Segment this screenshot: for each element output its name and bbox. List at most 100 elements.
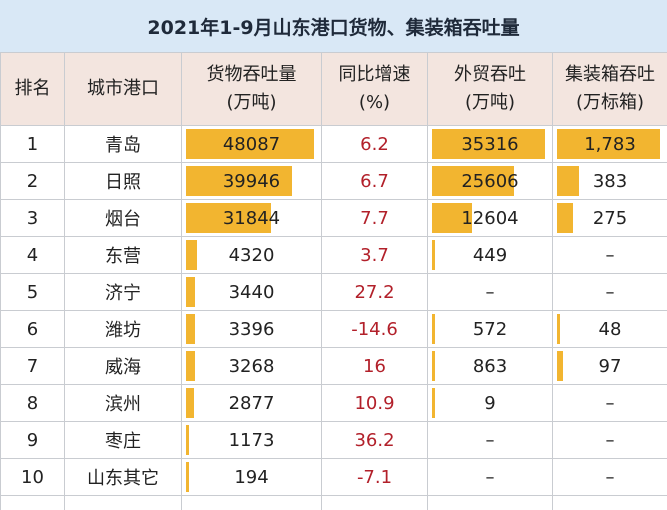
growth-cell: 6.7 [322,163,428,200]
rank-cell-value: 4 [27,245,38,266]
cargo-cell-value: 48087 [223,134,280,155]
cargo-cell: 2877 [182,385,322,422]
rank-cell: 8 [1,385,65,422]
growth-cell-value: 27.2 [354,282,394,303]
cargo-cell-value: 2877 [229,393,275,414]
foreign-cell-value: – [486,467,495,488]
rank-cell-value: 9 [27,430,38,451]
cargo-cell-bar [186,240,197,270]
cargo-cell-value: 4320 [229,245,275,266]
container-cell-bar [557,351,563,381]
container-cell-value: – [606,245,615,266]
growth-cell-value: 6.2 [360,134,389,155]
port-cell: 济宁 [65,274,182,311]
growth-cell: -7.1 [322,459,428,496]
header-foreign-line2: (万吨) [428,89,552,117]
foreign-cell-value: 35316 [461,134,518,155]
cargo-cell: 31844 [182,200,322,237]
rank-cell-value: 5 [27,282,38,303]
header-foreign-line1: 外贸吞吐 [428,61,552,89]
rank-cell: 1 [1,126,65,163]
cargo-cell: 39946 [182,163,322,200]
rank-cell: 6 [1,311,65,348]
growth-cell: 10.9 [322,385,428,422]
foreign-cell: 572 [428,311,553,348]
port-cell-value: 枣庄 [105,431,141,452]
header-cargo-line2: (万吨) [182,89,321,117]
growth-cell: 36.2 [322,422,428,459]
foreign-cell: 9 [428,385,553,422]
port-cell-value: 日照 [105,172,141,193]
cargo-cell-value: 3396 [229,319,275,340]
container-cell: 383 [553,163,667,200]
container-cell-value: 97 [599,356,622,377]
cargo-cell-bar [186,462,189,492]
rank-cell: 5 [1,274,65,311]
table-row: 7 威海 3268 16 863 97 [1,348,667,385]
foreign-cell-bar [432,240,435,270]
foreign-cell: – [428,459,553,496]
table-row: 5 济宁 3440 27.2 – – [1,274,667,311]
growth-cell: 3.7 [322,237,428,274]
container-cell: 275 [553,200,667,237]
header-growth-line1: 同比增速 [322,61,427,89]
container-cell-value: 383 [593,171,627,192]
container-cell-value: – [606,430,615,451]
cargo-cell-bar [186,277,195,307]
container-cell-value: – [606,282,615,303]
cargo-cell-value: 3268 [229,356,275,377]
header-growth: 同比增速 (%) [322,53,428,126]
rank-cell: 4 [1,237,65,274]
container-cell-value: 1,783 [584,134,636,155]
cargo-cell-value: 39946 [223,171,280,192]
cargo-cell-value: 3440 [229,282,275,303]
port-cell: 潍坊 [65,311,182,348]
rank-cell: 9 [1,422,65,459]
cargo-cell: 48087 [182,126,322,163]
header-container: 集装箱吞吐 (万标箱) [553,53,667,126]
header-growth-line2: (%) [322,89,427,117]
rank-cell-value: 7 [27,356,38,377]
rank-cell-value: 8 [27,393,38,414]
foreign-cell: 863 [428,348,553,385]
port-cell-value: 山东其它 [87,468,159,489]
port-cell: 枣庄 [65,422,182,459]
port-cell-value: 潍坊 [105,320,141,341]
port-cell: 滨州 [65,385,182,422]
partial-row-label [65,496,182,510]
rank-cell: 2 [1,163,65,200]
port-cell: 东营 [65,237,182,274]
foreign-cell: – [428,422,553,459]
rank-cell-value: 1 [27,134,38,155]
container-cell: – [553,237,667,274]
cargo-cell-value: 194 [234,467,268,488]
header-rank: 排名 [1,53,65,126]
table-row: 8 滨州 2877 10.9 9 – [1,385,667,422]
port-cell: 日照 [65,163,182,200]
foreign-cell-bar [432,314,435,344]
port-cell-value: 济宁 [105,283,141,304]
growth-cell-value: 3.7 [360,245,389,266]
rank-cell: 10 [1,459,65,496]
table-row: 4 东营 4320 3.7 449 – [1,237,667,274]
container-cell-value: – [606,467,615,488]
container-cell-value: – [606,393,615,414]
foreign-cell: – [428,274,553,311]
container-cell: 48 [553,311,667,348]
growth-cell-value: 16 [363,356,386,377]
foreign-cell-value: 449 [473,245,507,266]
cargo-cell-bar [186,351,195,381]
foreign-cell: 12604 [428,200,553,237]
growth-cell-value: 7.7 [360,208,389,229]
header-container-line1: 集装箱吞吐 [553,61,667,89]
header-row: 排名 城市港口 货物吞吐量 (万吨) 同比增速 (%) 外贸吞吐 (万吨) 集装… [1,53,667,126]
foreign-cell-bar [432,351,435,381]
port-cell-value: 威海 [105,357,141,378]
port-cell: 烟台 [65,200,182,237]
growth-cell-value: 10.9 [354,393,394,414]
rank-cell-value: 3 [27,208,38,229]
